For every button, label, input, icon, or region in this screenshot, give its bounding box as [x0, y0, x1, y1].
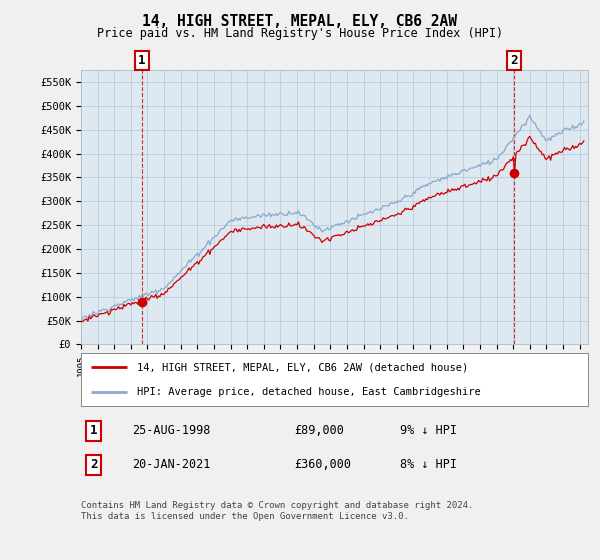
- Text: 9% ↓ HPI: 9% ↓ HPI: [400, 424, 457, 437]
- Text: 14, HIGH STREET, MEPAL, ELY, CB6 2AW: 14, HIGH STREET, MEPAL, ELY, CB6 2AW: [143, 14, 458, 29]
- Text: 1: 1: [138, 54, 145, 67]
- Text: 25-AUG-1998: 25-AUG-1998: [132, 424, 210, 437]
- Text: Price paid vs. HM Land Registry's House Price Index (HPI): Price paid vs. HM Land Registry's House …: [97, 27, 503, 40]
- Text: 2: 2: [90, 458, 97, 472]
- Text: £89,000: £89,000: [294, 424, 344, 437]
- Text: Contains HM Land Registry data © Crown copyright and database right 2024.
This d: Contains HM Land Registry data © Crown c…: [81, 501, 473, 521]
- Text: HPI: Average price, detached house, East Cambridgeshire: HPI: Average price, detached house, East…: [137, 386, 481, 396]
- Text: £360,000: £360,000: [294, 458, 351, 472]
- Text: 2: 2: [510, 54, 518, 67]
- Text: 14, HIGH STREET, MEPAL, ELY, CB6 2AW (detached house): 14, HIGH STREET, MEPAL, ELY, CB6 2AW (de…: [137, 362, 468, 372]
- Text: 1: 1: [90, 424, 97, 437]
- Text: 20-JAN-2021: 20-JAN-2021: [132, 458, 210, 472]
- Text: 8% ↓ HPI: 8% ↓ HPI: [400, 458, 457, 472]
